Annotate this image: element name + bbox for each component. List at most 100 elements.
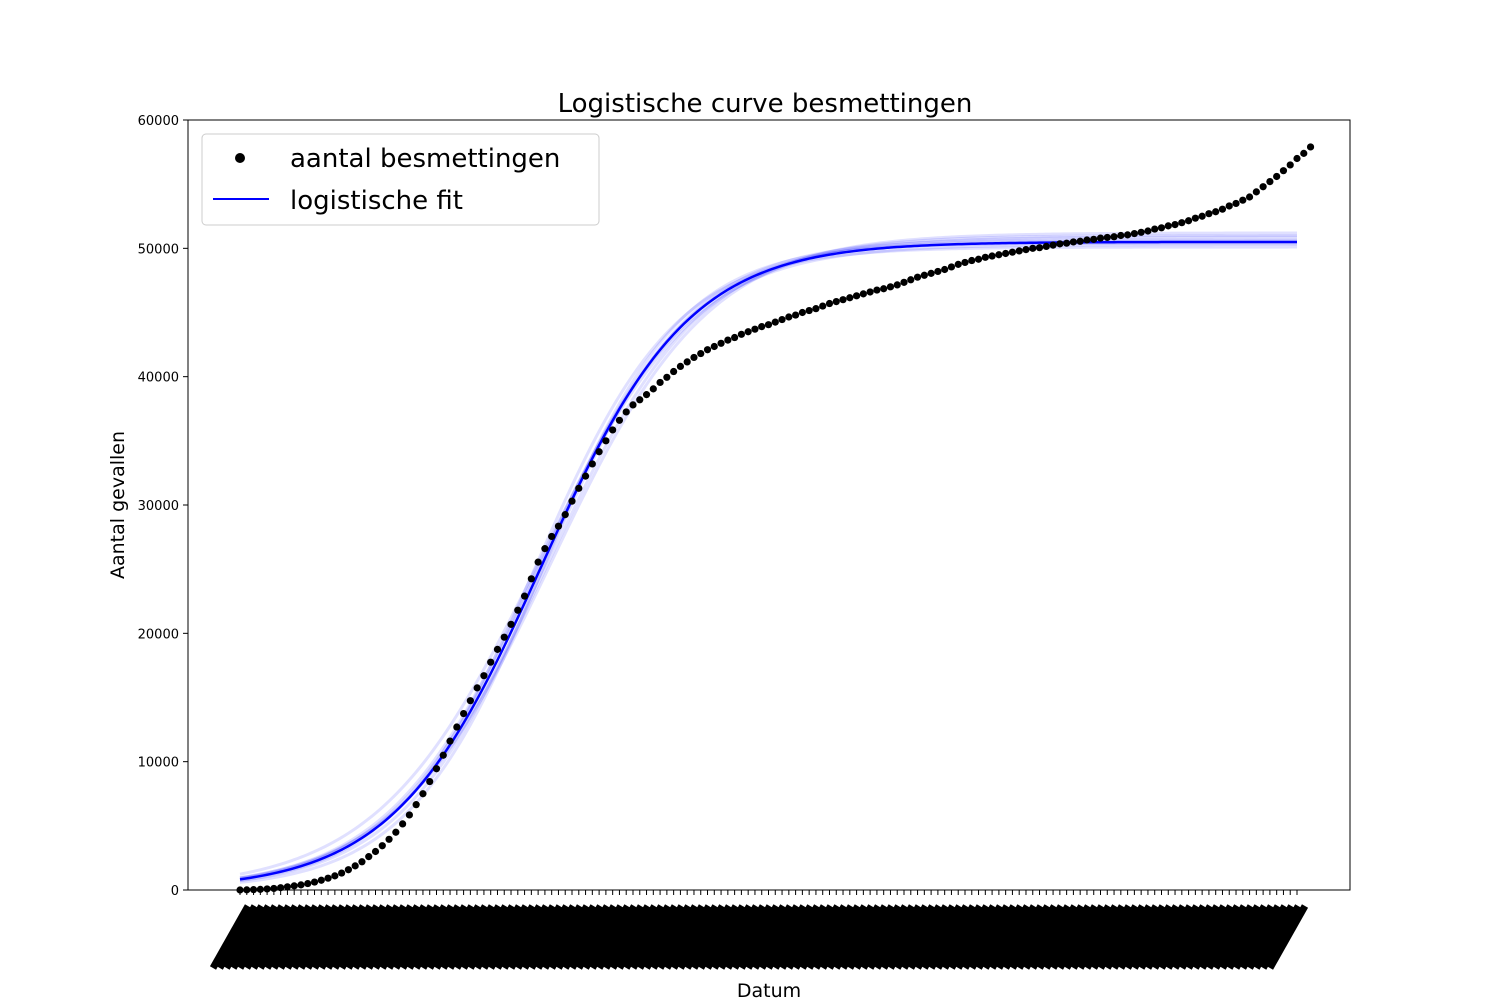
data-point xyxy=(852,292,861,300)
x-tick-label xyxy=(1172,904,1214,970)
x-tick-label xyxy=(406,904,448,970)
x-tick-label xyxy=(1260,904,1302,970)
data-point xyxy=(1178,219,1186,227)
x-tick-label xyxy=(230,904,272,970)
x-tick-label xyxy=(1192,904,1234,970)
data-point xyxy=(981,253,989,261)
data-point xyxy=(1049,241,1057,249)
data-point xyxy=(1096,234,1105,242)
x-tick-label xyxy=(1029,904,1071,970)
data-point xyxy=(1232,199,1240,208)
data-point xyxy=(290,882,298,890)
x-tick-label xyxy=(1063,904,1105,970)
data-point xyxy=(934,267,942,276)
data-point xyxy=(839,296,847,304)
data-point xyxy=(642,391,651,399)
data-point xyxy=(378,842,386,850)
x-tick-label xyxy=(1239,904,1281,970)
x-tick-label xyxy=(901,904,943,970)
y-axis-label: Aantal gevallen xyxy=(107,431,129,579)
legend: aantal besmettingen logistische fit xyxy=(201,133,600,226)
data-point xyxy=(507,620,515,628)
data-point xyxy=(1259,183,1267,191)
data-point xyxy=(731,333,739,342)
x-tick-label xyxy=(1205,904,1248,970)
x-tick-label xyxy=(826,904,868,970)
data-point xyxy=(1144,227,1152,235)
fit-line xyxy=(239,240,1297,881)
x-tick-label xyxy=(1233,904,1275,970)
chart-title: Logistische curve besmettingen xyxy=(558,89,973,119)
x-tick-label xyxy=(663,904,706,970)
x-tick-label xyxy=(765,904,807,970)
data-point xyxy=(954,260,962,268)
data-point xyxy=(432,765,441,773)
x-tick-label xyxy=(752,904,794,970)
x-tick-label xyxy=(257,904,299,970)
x-tick-label xyxy=(480,904,523,970)
data-point xyxy=(581,472,590,480)
x-tick-label xyxy=(311,904,353,970)
data-point xyxy=(649,385,657,393)
x-tick-label xyxy=(291,904,333,970)
x-tick-label xyxy=(609,904,651,970)
data-point xyxy=(561,511,569,519)
x-tick-label xyxy=(508,904,550,970)
y-tick-label: 30000 xyxy=(138,499,179,514)
x-tick-label xyxy=(1199,904,1241,970)
fit-ensemble-line-0 xyxy=(239,243,1297,880)
observed-points xyxy=(236,143,1315,894)
x-tick-label xyxy=(955,904,997,970)
x-tick-label xyxy=(1178,904,1220,970)
x-tick-label xyxy=(1219,904,1261,970)
x-tick-label xyxy=(602,904,645,970)
data-point xyxy=(1184,217,1193,225)
data-point xyxy=(392,828,400,836)
x-tick-label xyxy=(636,904,678,970)
x-tick-label xyxy=(535,904,577,970)
data-point xyxy=(737,330,746,338)
data-point xyxy=(1157,224,1166,232)
y-tick-label: 50000 xyxy=(138,242,179,257)
x-tick-label xyxy=(1185,904,1227,970)
data-point xyxy=(1273,172,1281,181)
y-tick-label: 60000 xyxy=(138,114,179,129)
data-point xyxy=(338,869,346,877)
x-tick-label xyxy=(264,904,306,970)
data-point xyxy=(527,575,535,583)
data-point xyxy=(1306,143,1315,151)
data-point xyxy=(622,408,630,416)
data-point xyxy=(1022,246,1030,254)
x-tick-label xyxy=(846,904,888,970)
x-tick-label xyxy=(643,904,685,970)
x-tick-label xyxy=(1002,904,1044,970)
x-tick-label xyxy=(345,904,387,970)
x-tick-label xyxy=(1165,904,1207,970)
x-tick-label xyxy=(250,904,292,970)
data-point xyxy=(1029,244,1037,252)
data-point xyxy=(500,633,508,641)
data-point xyxy=(968,256,976,265)
x-tick-label xyxy=(1212,904,1254,970)
x-tick-label xyxy=(1070,904,1112,970)
x-tick-label xyxy=(860,904,902,970)
x-tick-label xyxy=(995,904,1038,970)
x-tick-label xyxy=(447,904,489,970)
x-tick-label xyxy=(1138,904,1180,970)
data-point xyxy=(1076,237,1084,245)
data-point xyxy=(656,378,664,387)
x-tick-label xyxy=(785,904,827,970)
y-tick-label: 40000 xyxy=(138,371,179,386)
data-point xyxy=(1218,205,1227,213)
x-tick-label xyxy=(962,904,1004,970)
data-point xyxy=(988,252,996,260)
data-point xyxy=(724,336,732,344)
data-point xyxy=(1035,244,1044,252)
data-point xyxy=(1205,210,1213,218)
data-point xyxy=(764,321,773,329)
x-tick-label xyxy=(792,904,834,970)
data-point xyxy=(697,349,705,358)
x-tick-label xyxy=(623,904,665,970)
data-point xyxy=(927,269,935,277)
x-tick-label xyxy=(758,904,800,970)
